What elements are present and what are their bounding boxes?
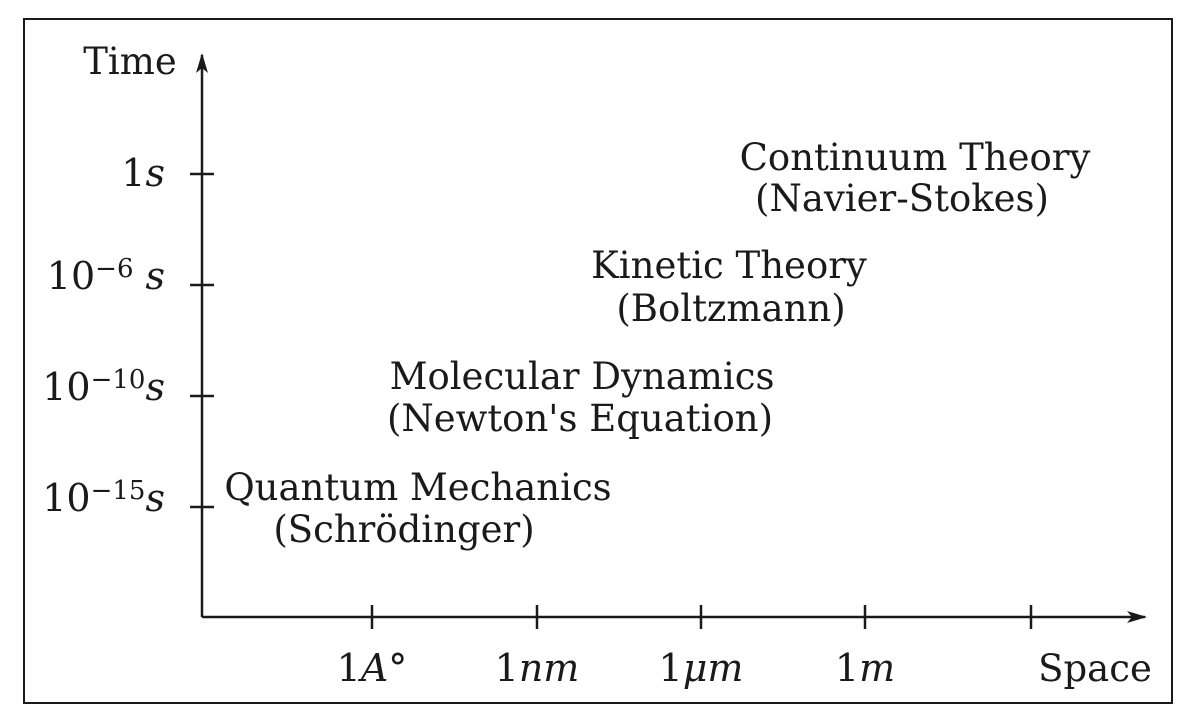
regime-equation: (Newton's Equation): [387, 397, 773, 440]
figure-frame: [23, 18, 1173, 704]
regime-equation: (Boltzmann): [616, 287, 845, 330]
y-tick-label: 10−10s: [42, 365, 165, 409]
regime-equation: (Navier-Stokes): [755, 177, 1049, 220]
x-tick-label: 1μm: [659, 646, 744, 690]
x-tick-label: 1nm: [495, 646, 580, 690]
x-tick-label: 1m: [835, 646, 895, 690]
y-axis-title: Time: [83, 40, 177, 83]
y-tick-label: 10−15s: [42, 476, 165, 520]
regime-name: Continuum Theory: [740, 136, 1091, 179]
y-tick-label: 1s: [121, 151, 165, 195]
regime-name: Quantum Mechanics: [224, 466, 611, 509]
x-tick-label: 1A°: [337, 646, 408, 690]
y-tick-label: 10−6 s: [47, 254, 165, 298]
regime-name: Molecular Dynamics: [390, 355, 775, 398]
regime-name: Kinetic Theory: [591, 244, 867, 287]
regime-equation: (Schrödinger): [273, 508, 534, 551]
x-axis-title: Space: [1038, 647, 1152, 690]
